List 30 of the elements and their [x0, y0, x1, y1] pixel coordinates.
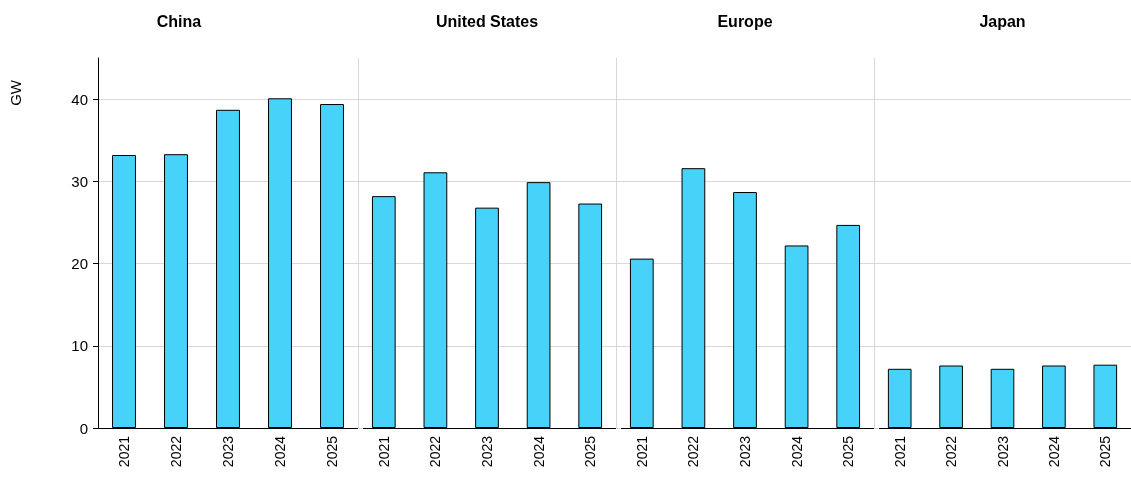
x-tick-label: 2022	[685, 435, 702, 468]
x-tick-label: 2022	[943, 435, 960, 468]
y-tick-label: 0	[79, 419, 88, 437]
chart-title: Japan	[979, 12, 1026, 30]
chart-title: United States	[435, 12, 539, 30]
x-tick-label: 2023	[994, 435, 1011, 468]
x-tick-label: 2025	[840, 435, 857, 468]
x-tick-label: 2025	[582, 435, 599, 468]
y-tick-label: 40	[71, 90, 88, 108]
x-tick-label: 2024	[272, 435, 288, 468]
chart-title: China	[156, 12, 202, 30]
y-tick-label: 30	[71, 172, 88, 190]
x-tick-label: 2021	[375, 435, 392, 468]
chart-title: Europe	[717, 12, 773, 30]
x-tick-label: 2023	[220, 435, 236, 468]
x-tick-label: 2023	[737, 435, 753, 468]
x-tick-label: 2025	[324, 435, 340, 468]
x-tick-label: 2025	[1097, 435, 1114, 468]
y-tick-label: 20	[71, 255, 88, 273]
y-axis-title: GW	[7, 79, 24, 106]
x-tick-label: 2024	[1045, 435, 1062, 468]
x-tick-label: 2024	[788, 435, 805, 468]
x-tick-label: 2022	[427, 435, 444, 468]
x-tick-label: 2021	[116, 435, 132, 468]
x-tick-label: 2024	[530, 435, 547, 468]
x-tick-label: 2021	[891, 435, 908, 468]
x-tick-label: 2021	[633, 435, 650, 468]
x-tick-label: 2022	[168, 435, 184, 468]
y-tick-label: 10	[71, 337, 88, 355]
x-tick-label: 2023	[479, 435, 495, 468]
